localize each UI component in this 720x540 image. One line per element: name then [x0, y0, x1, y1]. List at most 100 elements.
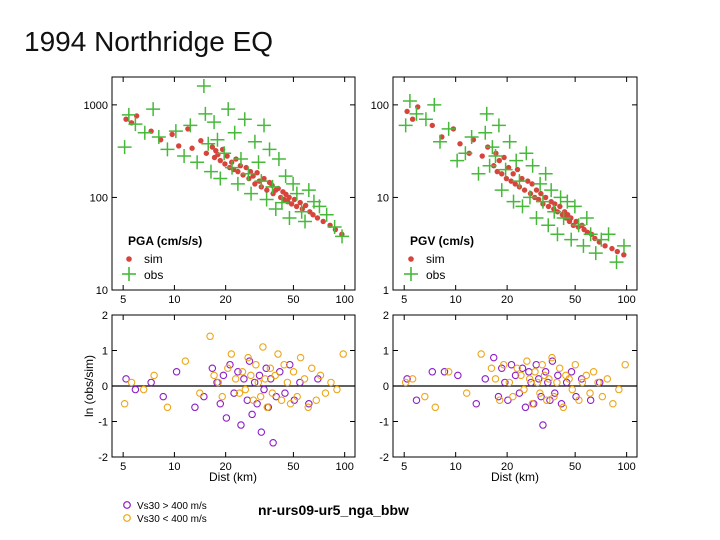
pga_residual-vs30-low-point [293, 392, 301, 401]
pgv-xtick-label: 100 [617, 294, 635, 306]
pga-ytick-label: 1000 [84, 100, 108, 112]
pgv_residual-vs30-low-point [589, 368, 598, 376]
pgv_residual-vs30-low-point [431, 403, 440, 412]
pgv-obs-point [533, 176, 548, 191]
pgv_residual-vs30-high-point [403, 375, 411, 383]
pga-sim-point [293, 203, 300, 210]
pgv_residual-ytick-label: 0 [383, 381, 389, 393]
pgv-sim-point [494, 168, 500, 175]
pgv_residual-vs30-low-point [533, 378, 542, 387]
pga-obs-point [251, 155, 266, 170]
pga_residual-vs30-high-point [286, 360, 294, 369]
pga_residual-vs30-high-point [222, 414, 231, 422]
pgv_residual-vs30-low-point [571, 360, 580, 369]
pgv-obs-point [402, 94, 417, 109]
pga_residual-vs30-high-point [248, 410, 256, 419]
pgv-obs-point [464, 129, 479, 144]
pga-sim-point [314, 215, 321, 221]
pgv_residual-vs30-high-point [440, 368, 449, 376]
pga-sim-point [185, 126, 191, 132]
pgv-obs-point [522, 190, 537, 205]
pgv-obs-point [541, 218, 556, 233]
pgv-sim-point [525, 178, 531, 184]
pga_residual-vs30-low-point [286, 399, 295, 408]
pga-obs-point [221, 102, 236, 117]
pga-xtick-label: 5 [120, 294, 126, 306]
pga_residual-vs30-high-point [276, 368, 284, 376]
pga-residual-ylabel: ln (obs/sim) [82, 355, 96, 417]
pgv-obs-point [567, 199, 582, 214]
pga_residual-vs30-low-point [218, 392, 227, 401]
pgv_residual-xtick-label: 50 [569, 461, 581, 473]
pgv-obs-point [594, 232, 609, 247]
pga-sim-point [224, 153, 230, 159]
pga_residual-vs30-high-point [159, 392, 168, 401]
pgv-obs-point [458, 146, 473, 161]
pgv_residual-vs30-low-point [542, 396, 551, 404]
vs30-low-legend-marker [123, 514, 131, 522]
pga-sim-point [217, 157, 223, 164]
pgv-obs-point [609, 255, 624, 270]
pga_residual-vs30-low-point [249, 396, 258, 404]
pga_residual-vs30-high-point [269, 439, 277, 447]
pga_residual-vs30-high-point [255, 371, 264, 380]
pgv-ytick-label: 1 [383, 285, 389, 297]
pga_residual-vs30-low-point [280, 360, 288, 369]
pgv_residual-vs30-high-point [525, 368, 533, 376]
pgv-sim-point [609, 245, 615, 252]
pga-obs-point [213, 171, 228, 186]
pgv-ytick-label: 10 [377, 192, 389, 204]
pgv-obs-point [616, 238, 631, 253]
pgv-xtick-label: 20 [501, 294, 513, 306]
pga_residual-ytick-label: 1 [102, 346, 108, 358]
pga-obs-point [160, 142, 175, 157]
pga_residual-vs30-low-point [300, 375, 309, 383]
pga_residual-vs30-low-point [127, 378, 136, 387]
pga-legend-sim-marker [126, 256, 132, 262]
pga-residual-xlabel: Dist (km) [209, 470, 257, 484]
pga_residual-xtick-label: 100 [335, 461, 353, 473]
pgv-obs-point [409, 106, 424, 121]
pgv-obs-point [550, 227, 565, 242]
pgv_residual-vs30-high-point [511, 371, 520, 380]
pga_residual-vs30-low-point [283, 378, 292, 387]
pgv_residual-xtick-label: 5 [401, 461, 407, 473]
pga-obs-point [319, 207, 334, 222]
pga-sim-point [203, 150, 210, 156]
pga_residual-vs30-high-point [147, 378, 155, 387]
pga-xtick-label: 20 [220, 294, 232, 306]
pgv-obs-point [450, 153, 465, 168]
pga-sim-point [247, 168, 254, 175]
pgv_residual-vs30-low-point [491, 375, 500, 383]
pga_residual-vs30-low-point [244, 353, 252, 362]
pga-obs-point [227, 125, 242, 140]
pgv_residual-vs30-low-point [401, 378, 410, 387]
pga-sim-point [320, 218, 326, 225]
pgv-xtick-label: 5 [401, 294, 407, 306]
pga-sim-point [240, 172, 246, 178]
pga-obs-point [146, 102, 161, 117]
pga_residual-xtick-label: 50 [287, 461, 299, 473]
pgv_residual-vs30-high-point [497, 364, 506, 372]
pga-obs-point [244, 186, 259, 201]
pga_residual-vs30-low-point [308, 364, 316, 372]
pga_residual-vs30-low-point [277, 396, 286, 404]
pga_residual-vs30-low-point [210, 371, 218, 380]
pga_residual-ytick-label: -1 [98, 417, 108, 429]
pga_residual-vs30-low-point [268, 389, 277, 397]
pgv-obs-point [488, 149, 503, 164]
pgv_residual-vs30-low-point [536, 389, 544, 397]
pgv-sim-point [573, 218, 579, 225]
pgv_residual-vs30-high-point [557, 399, 566, 408]
pgv-obs-point [576, 238, 591, 253]
pgv-obs-point [529, 210, 544, 225]
pgv_residual-vs30-high-point [489, 353, 498, 362]
pga_residual-vs30-high-point [234, 368, 242, 376]
pga_residual-vs30-high-point [305, 399, 313, 408]
pgv-xtick-label: 10 [450, 294, 462, 306]
pga-sim-point [261, 175, 267, 182]
pga_residual-vs30-low-point [296, 353, 305, 362]
pga-obs-point [268, 201, 283, 216]
pga_residual-vs30-low-point [231, 375, 240, 383]
pga_residual-vs30-high-point [219, 371, 228, 380]
